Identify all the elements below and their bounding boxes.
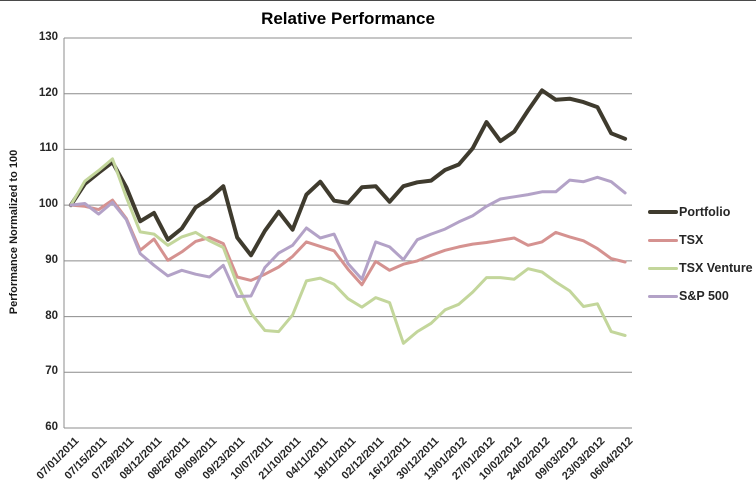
series-line-tsx — [69, 198, 627, 287]
y-tick-label-120: 120 — [38, 86, 58, 99]
legend-swatch-icon — [648, 266, 678, 270]
y-tick-label-90: 90 — [45, 253, 58, 266]
y-tick-label-130: 130 — [38, 31, 58, 43]
y-tick-label-110: 110 — [39, 142, 58, 155]
y-tick-label-100: 100 — [38, 198, 58, 211]
y-tick-label-70: 70 — [45, 365, 58, 378]
legend-swatch-icon — [648, 210, 678, 214]
legend-label: TSX — [679, 233, 704, 247]
legend-label: S&P 500 — [679, 289, 729, 303]
y-tick-label-60: 60 — [45, 421, 58, 433]
series-line-portfolio — [68, 88, 628, 258]
series-line-tsx-venture — [69, 157, 627, 345]
series-line-s-p-500 — [69, 175, 627, 298]
y-tick-label-80: 80 — [45, 309, 58, 322]
legend-item-tsx-venture: TSX Venture — [648, 258, 753, 278]
legend-swatch-icon — [648, 238, 678, 242]
legend-item-s-p-500: S&P 500 — [648, 286, 753, 306]
legend-item-portfolio: Portfolio — [648, 202, 753, 222]
legend-label: TSX Venture — [679, 261, 753, 275]
legend-item-tsx: TSX — [648, 230, 753, 250]
chart-title: Relative Performance — [261, 9, 435, 28]
legend-label: Portfolio — [679, 205, 731, 219]
legend-swatch-icon — [648, 294, 678, 298]
legend: Portfolio TSX TSX Venture S&P 500 — [648, 202, 753, 314]
